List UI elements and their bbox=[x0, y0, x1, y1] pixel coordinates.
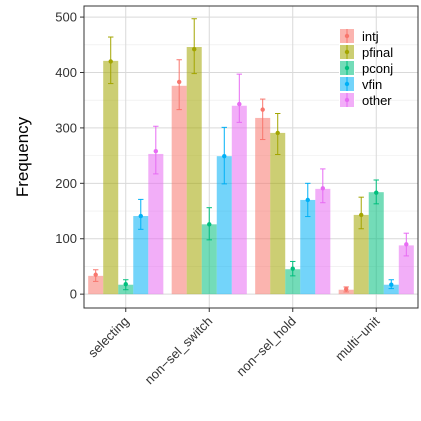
bar bbox=[148, 153, 164, 295]
mean-point bbox=[389, 282, 394, 287]
legend-key-point bbox=[344, 97, 350, 103]
mean-point bbox=[192, 47, 197, 52]
bar bbox=[186, 47, 202, 295]
legend-label: pconj bbox=[362, 61, 393, 76]
y-tick-label: 200 bbox=[55, 176, 77, 191]
bar bbox=[231, 105, 247, 295]
bar bbox=[201, 224, 217, 295]
mean-point bbox=[222, 153, 227, 159]
panel-border bbox=[83, 5, 419, 309]
mean-point bbox=[290, 266, 295, 271]
mean-point bbox=[359, 212, 364, 218]
bar bbox=[285, 269, 301, 295]
mean-point bbox=[207, 222, 212, 227]
bar bbox=[383, 284, 399, 295]
bar bbox=[171, 85, 187, 295]
y-tick-label: 400 bbox=[55, 65, 77, 80]
mean-point bbox=[343, 286, 349, 292]
mean-point bbox=[108, 59, 113, 64]
x-axis: selecting non−sel_switch non−sel_hold multi… bbox=[85, 308, 383, 387]
legend-key-point bbox=[344, 49, 350, 55]
bar bbox=[255, 117, 271, 295]
mean-point bbox=[153, 148, 159, 154]
mean-point bbox=[404, 242, 409, 247]
legend-key-point bbox=[344, 65, 350, 71]
y-axis: 0 100 200 300 400 500 bbox=[55, 10, 84, 302]
mean-point bbox=[176, 79, 182, 85]
mean-point bbox=[93, 272, 98, 277]
bar bbox=[133, 216, 149, 295]
bar bbox=[103, 60, 119, 295]
mean-point bbox=[123, 281, 128, 287]
legend-label: intj bbox=[362, 29, 379, 44]
legend-label: other bbox=[362, 93, 392, 108]
mean-point bbox=[260, 107, 265, 112]
bar bbox=[88, 275, 104, 295]
bar bbox=[368, 192, 384, 295]
x-tick-label: selecting bbox=[85, 314, 132, 361]
bar bbox=[270, 132, 286, 295]
y-tick-label: 500 bbox=[55, 10, 77, 25]
legend-key-point bbox=[344, 33, 350, 39]
bar bbox=[353, 214, 369, 295]
grid-lines bbox=[84, 6, 418, 308]
bar bbox=[315, 188, 331, 295]
y-tick-label: 0 bbox=[70, 287, 77, 302]
legend-key-point bbox=[344, 81, 350, 87]
mean-point bbox=[237, 101, 242, 107]
y-tick-label: 100 bbox=[55, 231, 77, 246]
mean-point bbox=[305, 197, 310, 203]
mean-point bbox=[320, 186, 326, 191]
legend-label: vfin bbox=[362, 77, 382, 92]
x-tick-label: non−sel_hold bbox=[233, 314, 299, 380]
mean-point bbox=[374, 190, 379, 195]
bar bbox=[398, 245, 414, 295]
mean-point bbox=[275, 130, 280, 136]
bar bbox=[300, 199, 316, 295]
mean-point bbox=[138, 213, 143, 219]
y-axis-title: Frequency bbox=[13, 116, 32, 197]
bars-layer bbox=[88, 47, 414, 295]
y-tick-label: 300 bbox=[55, 120, 77, 135]
bar bbox=[216, 156, 232, 295]
x-tick-label: non−sel_switch bbox=[142, 314, 216, 388]
x-tick-label: multi−unit bbox=[332, 313, 382, 363]
error-bars-layer bbox=[92, 18, 410, 293]
legend-label: pfinal bbox=[362, 45, 393, 60]
